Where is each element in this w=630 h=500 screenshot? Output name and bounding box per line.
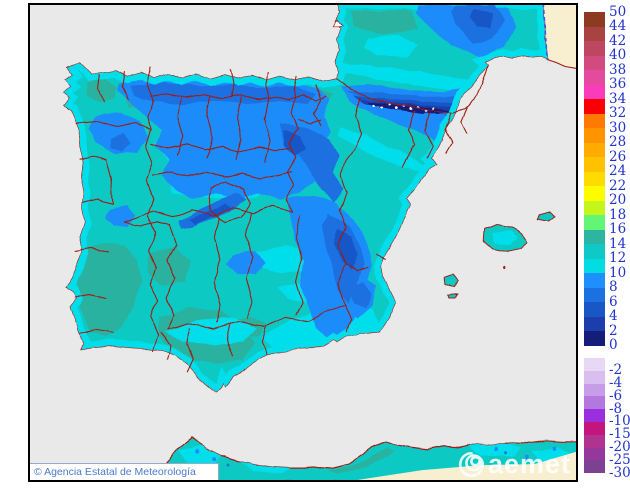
colorbar-band: -30 (584, 460, 630, 479)
colorbar-band-label: 30 (609, 119, 627, 136)
attribution-box: © Agencia Estatal de Meteorología (30, 463, 219, 480)
colorbar-band: 2 (584, 316, 618, 337)
colorbar-band: 42 (584, 26, 626, 47)
colorbar-band-label: 24 (609, 163, 627, 179)
colorbar-band: -6 (584, 383, 622, 403)
colorbar-band-label: -30 (609, 464, 630, 481)
colorbar-band: 26 (584, 142, 626, 163)
colorbar-band-label: 6 (609, 293, 618, 310)
colorbar-band-label: 44 (609, 18, 627, 34)
colorbar-band-label: -25 (609, 451, 630, 468)
colorbar-band: 40 (584, 41, 626, 62)
estuary-marker (333, 19, 344, 28)
colorbar-band-label: 8 (609, 279, 618, 295)
colorbar-positive: 44 42 40 38 36 34 32 30 28 26 24 22 20 18 16 14 12 10 8 6 4 2… (584, 12, 626, 352)
colorbar-band: 0 (584, 331, 618, 352)
colorbar-band: -20 (584, 434, 630, 454)
colorbar-band: 24 (584, 157, 626, 178)
colorbar-band-label: 38 (609, 61, 627, 78)
colorbar-band: 18 (584, 200, 626, 221)
colorbar-band: 10 (584, 258, 626, 279)
outside-domain-france (543, 5, 576, 69)
colorbar-band: -2 (584, 358, 622, 377)
province-borders (74, 64, 489, 373)
colorbar-band: 20 (584, 186, 626, 207)
colorbar-band-label: -2 (609, 362, 623, 379)
colorbar-band: -15 (584, 421, 630, 441)
colorbar-band: 34 (584, 84, 626, 105)
colorbar-band: 8 (584, 273, 618, 294)
colorbar-band-label: 18 (609, 206, 627, 223)
colorbar-band: 16 (584, 215, 626, 236)
colorbar-band: -8 (584, 396, 622, 415)
colorbar-band: 36 (584, 70, 626, 91)
colorbar-band: 6 (584, 287, 618, 308)
colorbar-band-label: 34 (609, 90, 627, 107)
colorbar-band-label: 4 (609, 308, 618, 324)
colorbar-band: -4 (584, 370, 622, 390)
temperature-map-panel: © Agencia Estatal de Meteorología aemet (28, 3, 578, 482)
colorbar-band-label: 20 (609, 192, 627, 208)
colorbar-band: 4 (584, 302, 618, 323)
colorbar-band-label: 26 (609, 148, 627, 165)
colorbar-band: -10 (584, 409, 630, 428)
colorbar-band-label: 32 (609, 105, 627, 121)
colorbar-band-label: -15 (609, 426, 630, 443)
colorbar-band-label: 0 (609, 337, 618, 353)
domain-edge-dashed-line (542, 5, 549, 60)
colorbar-band-label: 28 (609, 134, 627, 150)
colorbar-band-label: 16 (609, 221, 627, 237)
balearic-islands (444, 210, 556, 299)
colorbar-negative: -2 -4 -6 -8 -10 -15 -20 -25 -30 (584, 358, 630, 479)
colorbar-band-label: -8 (609, 400, 623, 417)
colorbar-band-label: 14 (609, 235, 627, 252)
french-coastline (546, 58, 576, 69)
colorbar-band: 44 (584, 12, 626, 33)
colorbar-band-label: -6 (609, 387, 623, 404)
colorbar-band-label: 10 (609, 264, 627, 281)
colorbar-top-label: 50 (609, 4, 627, 20)
attribution-text: © Agencia Estatal de Meteorología (34, 466, 196, 478)
colorbar-band: 12 (584, 244, 626, 265)
colorbar-band-label: 12 (609, 250, 627, 266)
colorbar-band-label: 2 (609, 322, 618, 339)
colorbar-band-label: -10 (609, 413, 630, 430)
colorbar-band: 22 (584, 171, 626, 192)
colorbar-band: 38 (584, 55, 626, 76)
colorbar-band-label: 42 (609, 32, 627, 49)
colorbar-band: 14 (584, 229, 626, 250)
colorbar-band: 30 (584, 113, 626, 134)
colorbar-band-label: -4 (609, 375, 623, 392)
colorbar-band-label: -20 (609, 439, 630, 456)
colorbar-band-label: 22 (609, 177, 627, 194)
outside-domain-africa (357, 451, 576, 480)
colorbar-band: 32 (584, 99, 626, 120)
iberia-temperature-map (30, 5, 576, 480)
colorbar-band-label: 36 (609, 76, 627, 92)
colorbar-band: -25 (584, 447, 630, 467)
colorbar-band-label: 40 (609, 47, 627, 63)
colorbar-band: 28 (584, 128, 626, 149)
